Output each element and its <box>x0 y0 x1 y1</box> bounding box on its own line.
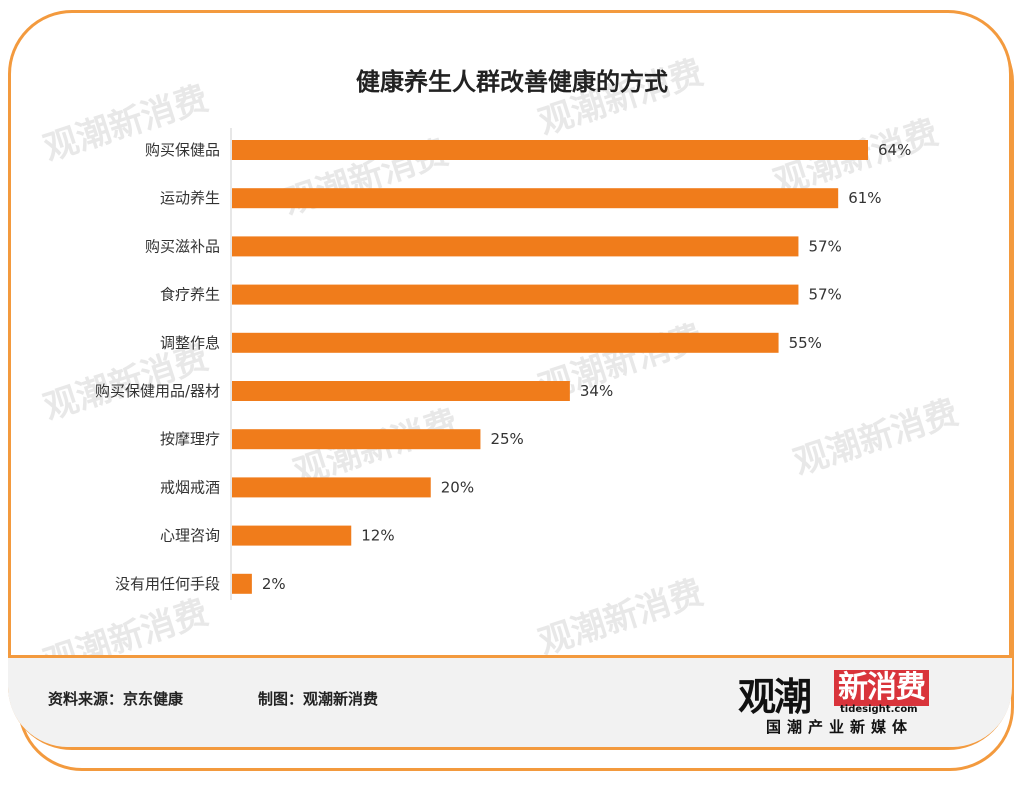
value-label: 34% <box>580 382 613 400</box>
category-label: 心理咨询 <box>160 527 220 545</box>
bar <box>232 477 431 498</box>
bar <box>232 236 799 257</box>
bar <box>232 332 779 353</box>
logo-main-text: 观潮 <box>738 675 812 719</box>
brand-logo: 观潮 新消费 tidesight.com 国潮产业新媒体 <box>738 666 958 740</box>
value-label: 57% <box>808 286 841 304</box>
category-label: 调整作息 <box>160 334 220 352</box>
bar <box>232 188 839 209</box>
category-label: 没有用任何手段 <box>115 575 220 593</box>
credit-text: 制图：观潮新消费 <box>258 690 379 708</box>
card-frame <box>8 10 1012 750</box>
bar <box>232 573 252 594</box>
bar <box>232 429 481 450</box>
logo-highlight-text: 新消费 <box>834 670 929 706</box>
category-label: 戒烟戒酒 <box>160 478 220 496</box>
value-label: 12% <box>361 527 394 545</box>
value-label: 2% <box>262 575 286 593</box>
value-label: 55% <box>789 334 822 352</box>
chart-title: 健康养生人群改善健康的方式 <box>356 68 668 96</box>
bar <box>232 140 868 160</box>
value-label: 57% <box>808 237 841 255</box>
bars-group: 购买保健品 64% 运动养生 61% 购买滋补品 57% 食疗养生 57% 调整作息 55% 购买保… <box>95 140 911 594</box>
value-label: 61% <box>848 189 881 207</box>
bar <box>232 525 352 546</box>
bar <box>232 284 799 305</box>
category-label: 购买滋补品 <box>145 237 220 255</box>
category-label: 购买保健品 <box>145 141 220 159</box>
value-label: 20% <box>441 478 474 496</box>
value-label: 64% <box>878 141 911 159</box>
category-label: 运动养生 <box>160 189 220 207</box>
source-text: 资料来源：京东健康 <box>48 690 184 708</box>
category-label: 按摩理疗 <box>160 430 220 448</box>
category-label: 购买保健用品/器材 <box>95 382 220 400</box>
category-label: 食疗养生 <box>160 286 220 304</box>
logo-site-text: tidesight.com <box>840 704 918 715</box>
value-label: 25% <box>490 430 523 448</box>
bar <box>232 381 570 401</box>
logo-tagline: 国潮产业新媒体 <box>766 718 914 736</box>
